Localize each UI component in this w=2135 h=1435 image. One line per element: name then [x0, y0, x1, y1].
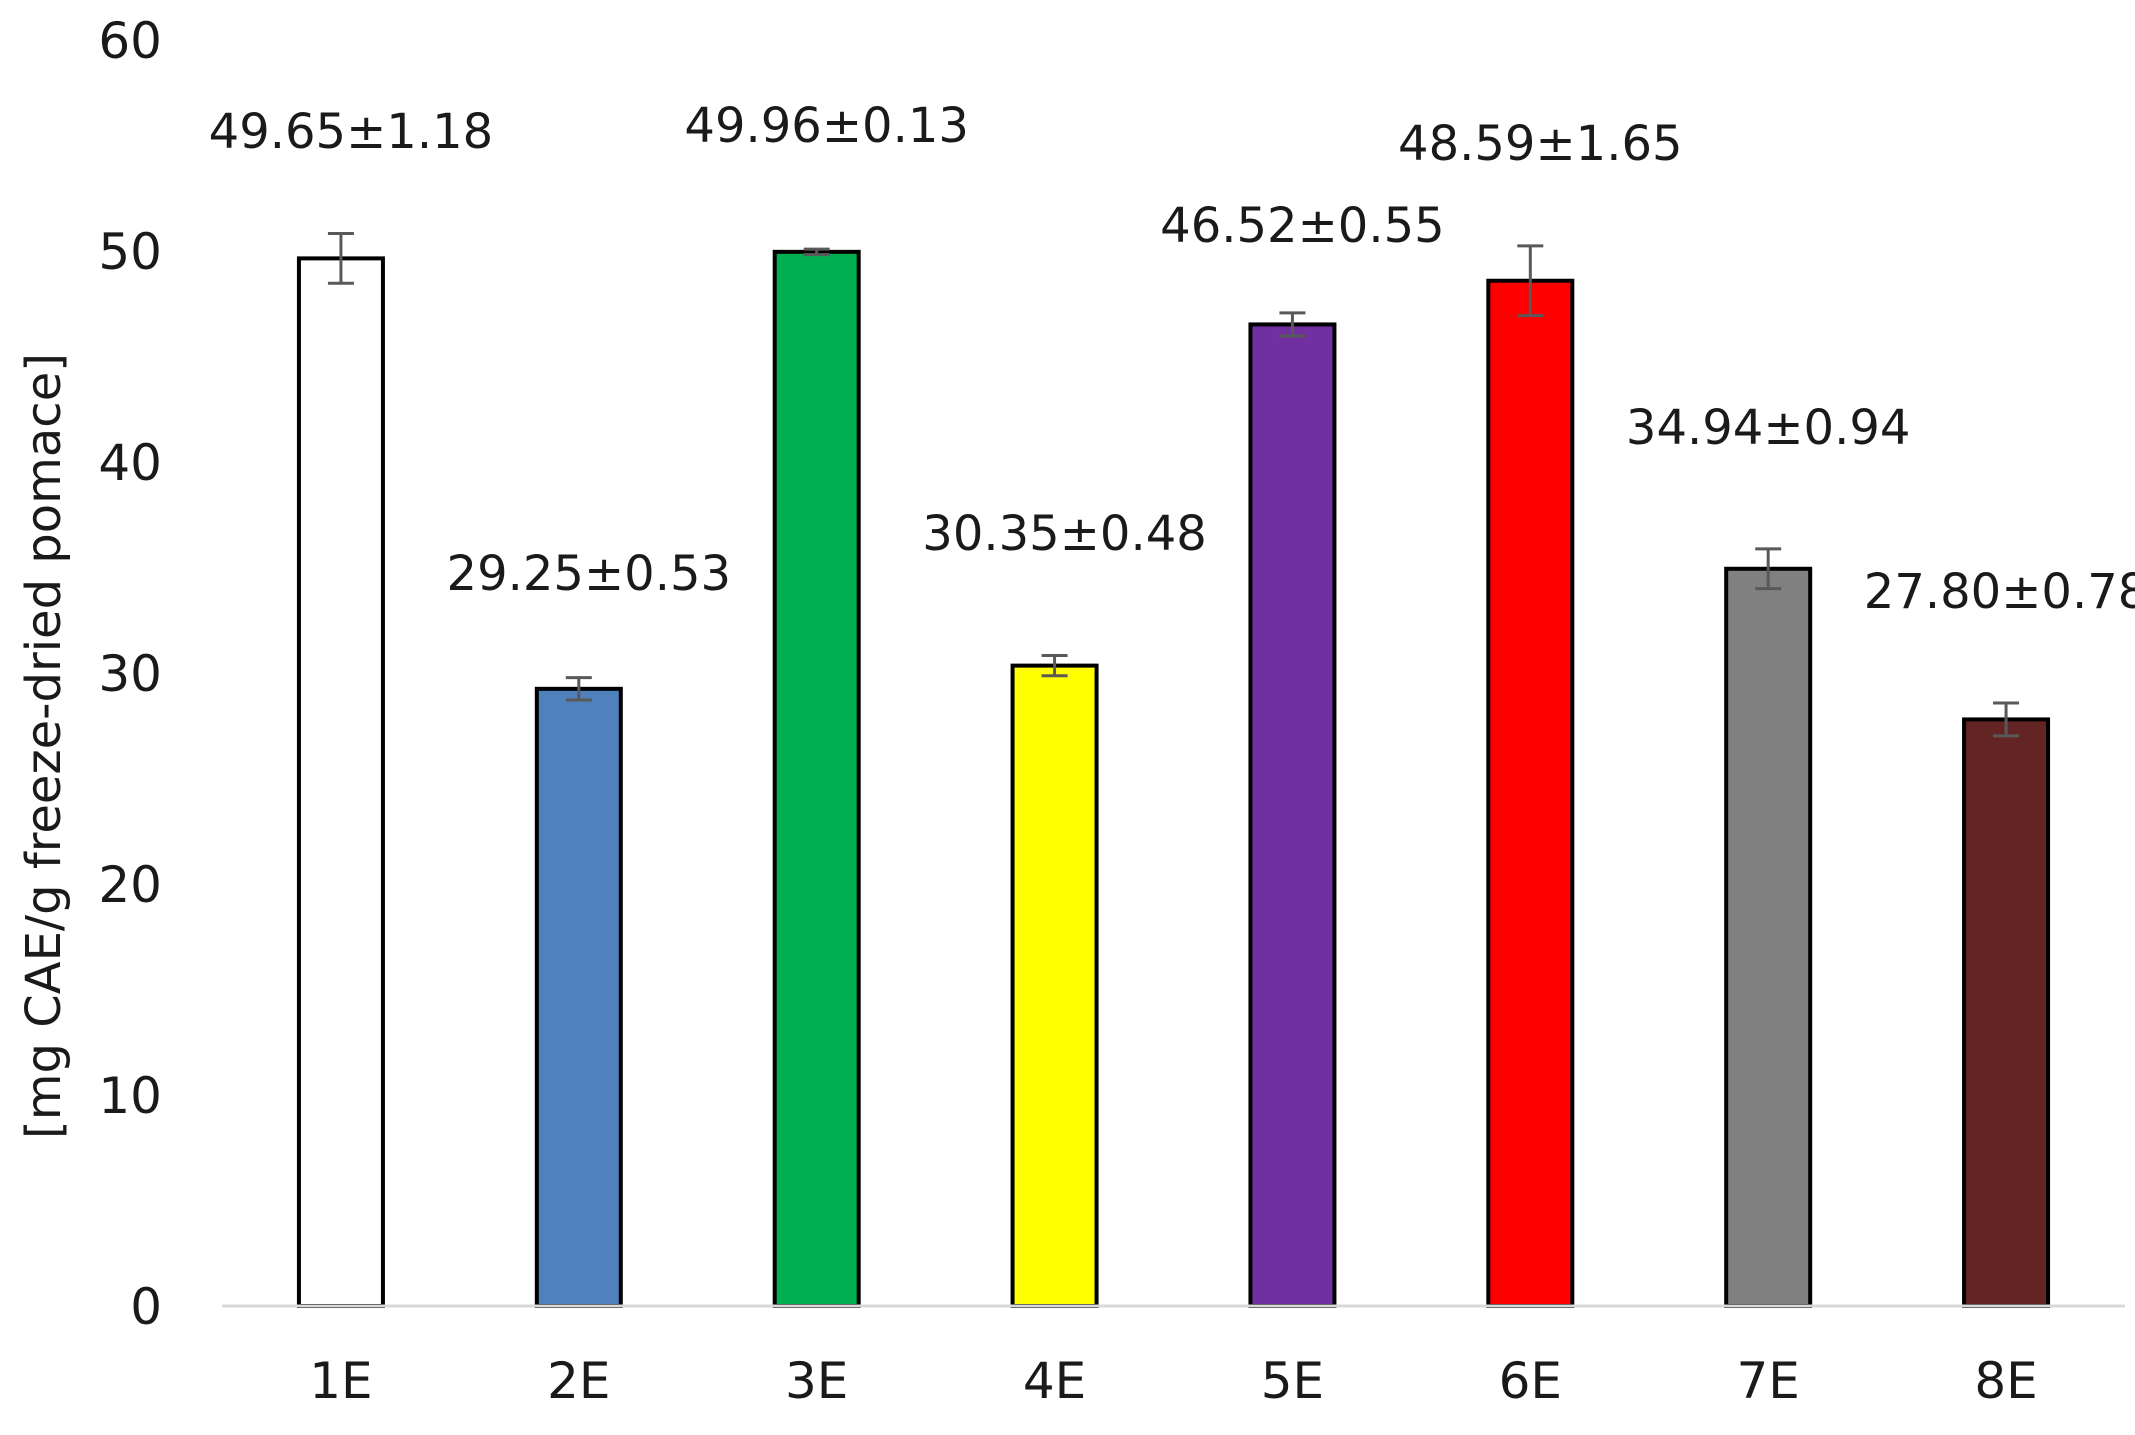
- bar-8E: [1962, 717, 2051, 1308]
- error-bar-1E: [327, 231, 354, 285]
- error-bar-3E: [803, 247, 830, 257]
- bar-6E: [1486, 278, 1575, 1309]
- y-tick-label: 20: [98, 856, 162, 914]
- bar-4E: [1010, 663, 1099, 1308]
- x-category-label: 3E: [785, 1352, 848, 1410]
- data-label-1E: 49.65±1.18: [209, 104, 494, 160]
- data-label-7E: 34.94±0.94: [1626, 400, 1911, 456]
- error-bar-4E: [1041, 653, 1068, 678]
- error-bar-8E: [1993, 701, 2020, 738]
- data-labels: 49.65±1.18 29.25±0.53 49.96±0.13 30.35±0.48…: [209, 98, 2135, 620]
- error-bar-2E: [565, 676, 592, 702]
- x-category-label: 7E: [1736, 1352, 1799, 1410]
- x-category-label: 2E: [547, 1352, 610, 1410]
- error-bars: [327, 231, 2020, 738]
- y-tick-label: 10: [98, 1067, 162, 1125]
- y-tick-label: 60: [98, 12, 162, 70]
- error-bar-5E: [1279, 311, 1306, 338]
- bar-5E: [1248, 322, 1337, 1309]
- data-label-6E: 48.59±1.65: [1398, 116, 1683, 172]
- error-bar-6E: [1517, 244, 1544, 318]
- data-label-4E: 30.35±0.48: [922, 506, 1207, 562]
- error-bar-7E: [1755, 547, 1782, 591]
- bar-1E: [296, 256, 385, 1308]
- x-category-label: 6E: [1499, 1352, 1562, 1410]
- x-category-label: 1E: [309, 1352, 372, 1410]
- y-tick-label: 0: [130, 1278, 162, 1336]
- data-label-3E: 49.96±0.13: [684, 98, 969, 154]
- x-category-label: 4E: [1023, 1352, 1086, 1410]
- y-axis-title: [mg CAE/g freeze-dried pomace]: [16, 353, 72, 1139]
- y-axis-ticks: 0 10 20 30 40 50 60: [98, 12, 162, 1336]
- y-tick-label: 30: [98, 645, 162, 703]
- bar-3E: [772, 249, 861, 1308]
- y-tick-label: 40: [98, 434, 162, 492]
- bar-2E: [534, 686, 623, 1308]
- x-category-label: 8E: [1974, 1352, 2037, 1410]
- data-label-2E: 29.25±0.53: [447, 546, 732, 602]
- y-tick-label: 50: [98, 223, 162, 281]
- bar-7E: [1724, 566, 1813, 1308]
- data-label-8E: 27.80±0.78: [1864, 564, 2135, 620]
- x-category-label: 5E: [1261, 1352, 1324, 1410]
- x-axis-categories: 1E 2E 3E 4E 5E 6E 7E 8E: [309, 1352, 2038, 1410]
- data-label-5E: 46.52±0.55: [1160, 198, 1445, 254]
